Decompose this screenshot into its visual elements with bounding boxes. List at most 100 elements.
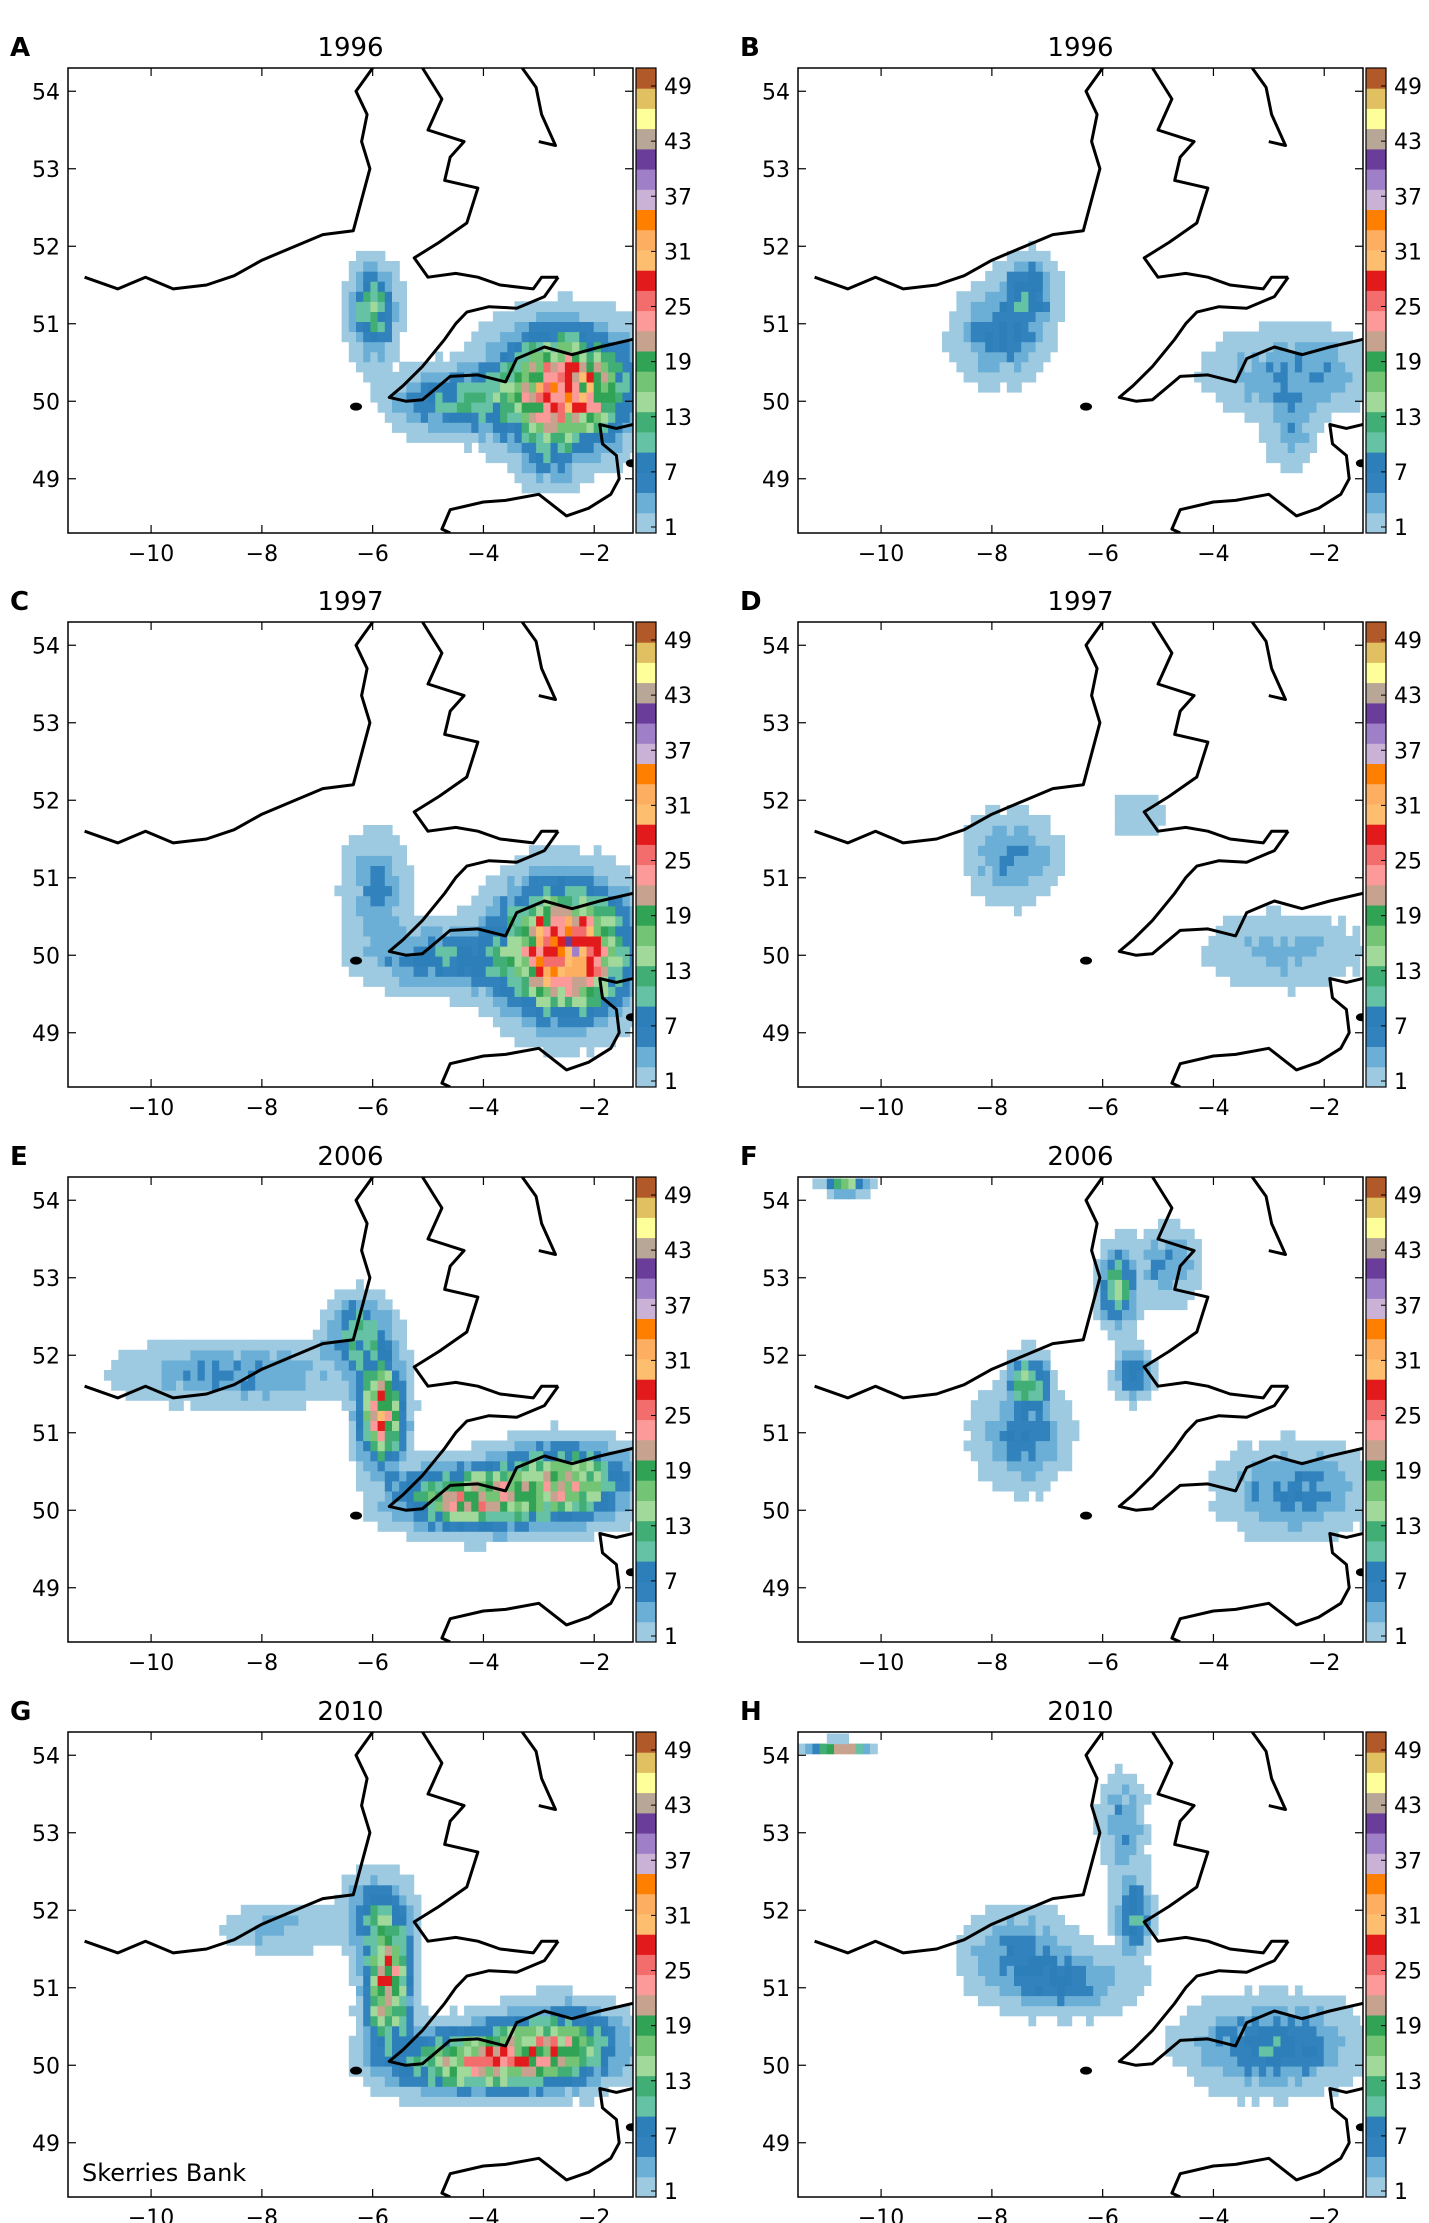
- density-cell: [528, 945, 537, 957]
- density-cell: [428, 2086, 436, 2097]
- density-cell: [1064, 1410, 1073, 1421]
- density-cell: [305, 1370, 314, 1381]
- density-cell: [500, 1995, 508, 2007]
- density-cell: [435, 2025, 444, 2037]
- density-cell: [572, 845, 580, 856]
- density-cell: [1122, 1925, 1130, 1936]
- density-cell: [550, 1450, 559, 1462]
- density-cell: [1352, 1500, 1361, 1512]
- colorbar-segment: [1366, 88, 1386, 109]
- density-cell: [579, 1016, 588, 1028]
- density-cell: [1107, 1239, 1116, 1250]
- density-cell: [593, 391, 602, 403]
- density-cell: [449, 2096, 458, 2107]
- density-cell: [464, 391, 472, 403]
- density-cell: [341, 925, 350, 937]
- density-cell: [370, 966, 379, 977]
- colorbar-segment: [1366, 209, 1386, 231]
- density-cell: [341, 321, 350, 333]
- density-cell: [1294, 371, 1303, 383]
- density-cell: [1021, 1440, 1029, 1452]
- density-cell: [1215, 2076, 1224, 2087]
- density-cell: [1316, 956, 1325, 967]
- density-cell: [327, 1925, 335, 1936]
- density-cell: [1273, 442, 1282, 453]
- density-cell: [1338, 361, 1346, 373]
- density-cell: [1122, 1380, 1130, 1391]
- density-cell: [1280, 321, 1289, 333]
- density-cell: [622, 311, 631, 322]
- density-cell: [456, 422, 465, 433]
- density-cell: [356, 895, 364, 907]
- density-cell: [1129, 1884, 1137, 1896]
- density-cell: [485, 442, 494, 453]
- density-cell: [363, 1490, 371, 1502]
- density-cell: [255, 1400, 263, 1411]
- density-cell: [805, 1743, 813, 1755]
- density-cell: [978, 371, 986, 383]
- density-cell: [528, 482, 537, 494]
- density-cell: [564, 1430, 573, 1442]
- colorbar-tick-label: 43: [1394, 684, 1422, 709]
- density-cell: [536, 1995, 544, 2007]
- density-cell: [528, 301, 537, 312]
- density-cell: [1042, 885, 1051, 897]
- density-cell: [1237, 966, 1246, 977]
- density-cell: [564, 2055, 573, 2067]
- density-cell: [985, 1410, 993, 1421]
- density-cell: [1014, 1349, 1022, 1361]
- colorbar-segment: [1366, 1561, 1386, 1582]
- density-cell: [370, 1289, 379, 1301]
- density-cell: [557, 351, 566, 363]
- density-cell: [1028, 1380, 1037, 1391]
- density-cell: [1122, 1783, 1130, 1795]
- density-cell: [550, 1006, 559, 1018]
- density-cell: [963, 825, 972, 836]
- density-cell: [262, 1914, 271, 1926]
- density-cell: [1230, 331, 1238, 343]
- density-cell: [1280, 371, 1289, 383]
- island: [625, 1568, 633, 1577]
- density-cell: [392, 402, 400, 413]
- density-cell: [600, 2086, 609, 2097]
- density-cell: [507, 391, 516, 403]
- density-cell: [111, 1380, 119, 1391]
- colorbar-segment: [636, 1046, 656, 1068]
- density-cell: [212, 1400, 220, 1411]
- density-cell: [348, 1904, 357, 1916]
- density-cell: [1338, 371, 1346, 383]
- density-cell: [999, 301, 1008, 312]
- density-cell: [492, 986, 501, 997]
- density-cell: [557, 482, 566, 494]
- colorbar-tick-label: 7: [1394, 461, 1408, 486]
- density-cell: [298, 1904, 307, 1916]
- density-cell: [992, 1975, 1001, 1986]
- x-tick-label: −10: [128, 2206, 174, 2223]
- density-cell: [413, 2005, 422, 2017]
- density-cell: [1302, 1470, 1310, 1482]
- density-cell: [1251, 2045, 1260, 2057]
- density-cell: [579, 2066, 588, 2077]
- density-cell: [543, 2055, 552, 2067]
- colorbar-tick-label: 25: [664, 296, 692, 321]
- density-cell: [1028, 815, 1037, 826]
- density-cell: [1064, 2015, 1073, 2027]
- density-cell: [370, 2086, 379, 2097]
- density-cell: [521, 1440, 530, 1452]
- density-cell: [600, 2055, 609, 2067]
- density-cell: [521, 1036, 530, 1048]
- density-cell: [298, 1914, 307, 1926]
- density-cell: [1294, 2045, 1303, 2057]
- density-cell: [1330, 1480, 1339, 1492]
- density-cell: [1143, 1904, 1152, 1916]
- density-cell: [826, 1743, 835, 1755]
- density-cell: [399, 855, 407, 866]
- density-cell: [550, 1521, 559, 1532]
- density-cell: [1258, 915, 1267, 927]
- density-cell: [1280, 915, 1289, 927]
- density-cell: [1330, 956, 1339, 967]
- density-cell: [1107, 1985, 1116, 1997]
- density-cell: [442, 1480, 451, 1492]
- density-cell: [1129, 1269, 1137, 1280]
- density-cell: [1230, 1995, 1238, 2007]
